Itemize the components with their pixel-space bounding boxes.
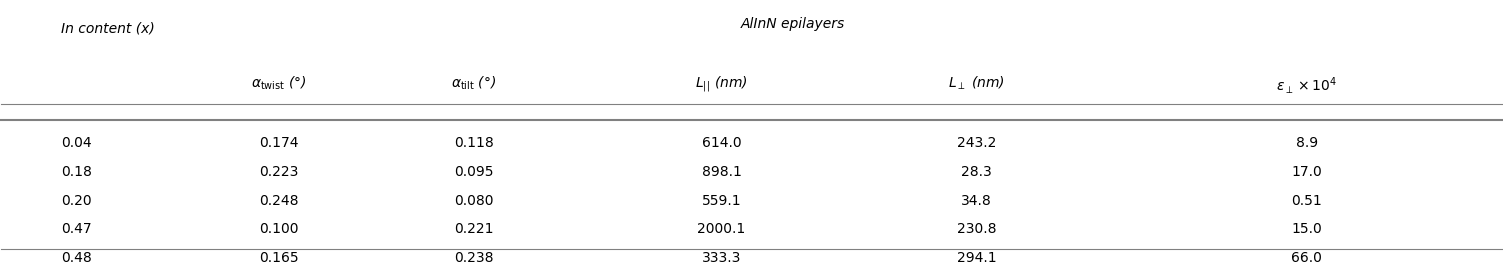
Text: 0.100: 0.100 (259, 222, 299, 236)
Text: In content (x): In content (x) (62, 22, 155, 36)
Text: 333.3: 333.3 (702, 251, 741, 263)
Text: 0.20: 0.20 (62, 194, 92, 208)
Text: 0.221: 0.221 (454, 222, 493, 236)
Text: 17.0: 17.0 (1291, 165, 1323, 179)
Text: $\varepsilon_{\perp} \times 10^{4}$: $\varepsilon_{\perp} \times 10^{4}$ (1276, 75, 1338, 96)
Text: 0.47: 0.47 (62, 222, 92, 236)
Text: 559.1: 559.1 (702, 194, 741, 208)
Text: AlInN epilayers: AlInN epilayers (741, 17, 845, 31)
Text: 0.04: 0.04 (62, 136, 92, 150)
Text: $L_{||}$ (nm): $L_{||}$ (nm) (694, 75, 748, 94)
Text: 0.18: 0.18 (62, 165, 92, 179)
Text: 0.095: 0.095 (454, 165, 493, 179)
Text: 0.48: 0.48 (62, 251, 92, 263)
Text: 0.51: 0.51 (1291, 194, 1323, 208)
Text: 0.238: 0.238 (454, 251, 493, 263)
Text: 898.1: 898.1 (702, 165, 741, 179)
Text: 15.0: 15.0 (1291, 222, 1323, 236)
Text: 0.165: 0.165 (259, 251, 299, 263)
Text: 2000.1: 2000.1 (697, 222, 745, 236)
Text: 294.1: 294.1 (957, 251, 996, 263)
Text: 0.080: 0.080 (454, 194, 493, 208)
Text: 614.0: 614.0 (702, 136, 741, 150)
Text: 66.0: 66.0 (1291, 251, 1323, 263)
Text: 28.3: 28.3 (960, 165, 992, 179)
Text: 0.174: 0.174 (259, 136, 299, 150)
Text: 230.8: 230.8 (957, 222, 996, 236)
Text: $\alpha_{\rm twist}$ (°): $\alpha_{\rm twist}$ (°) (251, 75, 307, 92)
Text: 243.2: 243.2 (957, 136, 996, 150)
Text: 8.9: 8.9 (1296, 136, 1318, 150)
Text: 0.248: 0.248 (259, 194, 299, 208)
Text: 0.223: 0.223 (259, 165, 299, 179)
Text: $\alpha_{\rm tilt}$ (°): $\alpha_{\rm tilt}$ (°) (451, 75, 496, 92)
Text: 34.8: 34.8 (960, 194, 992, 208)
Text: $L_{\perp}$ (nm): $L_{\perp}$ (nm) (948, 75, 1006, 92)
Text: 0.118: 0.118 (454, 136, 494, 150)
